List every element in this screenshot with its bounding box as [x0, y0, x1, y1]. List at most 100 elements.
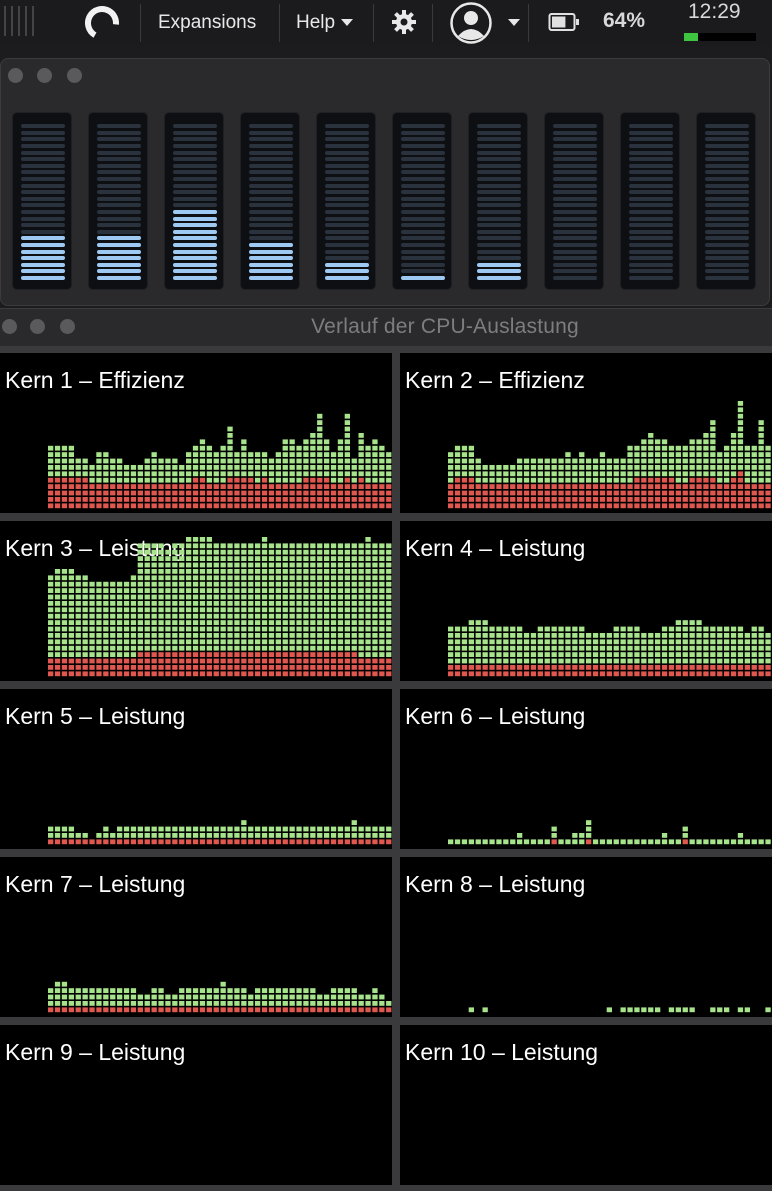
app-logo-icon[interactable]: [84, 5, 120, 41]
user-load-cell: [496, 477, 502, 483]
user-load-cell: [227, 445, 233, 451]
user-load-cell: [89, 477, 95, 483]
user-load-cell: [634, 839, 640, 845]
user-load-cell: [179, 575, 185, 581]
system-load-cell: [592, 671, 599, 677]
system-load-cell: [330, 658, 337, 664]
system-load-cell: [351, 503, 357, 509]
system-load-cell: [137, 490, 143, 496]
system-load-cell: [179, 839, 185, 845]
user-load-cell: [282, 549, 288, 555]
cpu-meter-core-5: [316, 112, 376, 290]
user-load-cell: [372, 601, 378, 606]
user-load-cell: [551, 471, 557, 477]
meter-segment: [629, 144, 673, 148]
user-load-cell: [655, 439, 661, 445]
system-load-cell: [530, 503, 537, 509]
user-load-cell: [386, 626, 392, 632]
user-load-cell: [737, 452, 744, 457]
system-load-cell: [324, 484, 330, 489]
user-load-cell: [730, 633, 737, 638]
close-button[interactable]: [2, 319, 17, 334]
user-load-cell: [165, 477, 171, 483]
user-load-cell: [206, 458, 212, 464]
system-load-cell: [641, 484, 647, 489]
meter-segment: [249, 236, 293, 241]
chevron-down-icon[interactable]: [508, 19, 520, 26]
user-load-cell: [703, 439, 709, 445]
user-load-cell: [275, 471, 281, 477]
user-load-cell: [206, 569, 212, 574]
minimize-button[interactable]: [37, 68, 52, 83]
user-load-cell: [255, 633, 261, 638]
meter-segment: [173, 196, 217, 201]
minimize-button[interactable]: [30, 319, 45, 334]
user-load-cell: [296, 1001, 302, 1006]
user-load-cell: [151, 633, 157, 638]
user-load-cell: [330, 477, 337, 483]
user-load-cell: [468, 658, 474, 664]
user-load-cell: [379, 556, 385, 561]
user-avatar-icon[interactable]: [449, 1, 493, 45]
meter-segment: [401, 276, 445, 280]
user-load-cell: [130, 645, 137, 651]
user-load-cell: [192, 594, 199, 600]
system-load-cell: [344, 503, 350, 509]
user-load-cell: [248, 645, 254, 651]
user-load-cell: [682, 658, 688, 664]
user-load-cell: [268, 549, 275, 555]
system-load-cell: [199, 490, 206, 496]
zoom-button[interactable]: [60, 319, 75, 334]
system-load-cell: [199, 658, 206, 664]
system-load-cell: [648, 497, 654, 502]
clock[interactable]: 12:29: [688, 0, 741, 23]
user-load-cell: [606, 639, 612, 645]
meter-segment: [553, 137, 597, 142]
meter-segment: [401, 157, 445, 162]
user-load-cell: [268, 562, 275, 568]
user-load-cell: [675, 645, 681, 651]
system-load-cell: [523, 497, 530, 502]
system-load-cell: [510, 671, 516, 677]
user-load-cell: [165, 569, 171, 574]
system-load-cell: [54, 1007, 61, 1013]
meter-segment: [97, 210, 141, 214]
system-load-cell: [130, 484, 137, 489]
user-load-cell: [372, 562, 378, 568]
user-load-cell: [634, 639, 640, 645]
user-load-cell: [192, 601, 199, 606]
user-load-cell: [82, 613, 88, 619]
user-load-cell: [454, 452, 461, 457]
zoom-button[interactable]: [67, 68, 82, 83]
user-load-cell: [110, 471, 116, 477]
user-load-cell: [386, 833, 392, 838]
user-load-cell: [551, 458, 557, 464]
system-load-cell: [730, 503, 737, 509]
user-load-cell: [668, 639, 675, 645]
help-menu[interactable]: Help: [296, 11, 354, 35]
user-load-cell: [365, 556, 371, 561]
system-load-cell: [248, 839, 254, 845]
user-load-cell: [296, 833, 302, 838]
user-load-cell: [310, 581, 316, 587]
user-load-cell: [172, 833, 178, 838]
user-load-cell: [372, 645, 378, 651]
expansions-menu[interactable]: Expansions: [158, 12, 257, 33]
user-load-cell: [517, 652, 523, 657]
system-load-cell: [710, 665, 716, 670]
user-load-cell: [592, 639, 599, 645]
user-load-cell: [296, 569, 302, 574]
user-load-cell: [110, 626, 116, 632]
system-load-cell: [144, 665, 150, 670]
user-load-cell: [206, 477, 212, 483]
user-load-cell: [241, 639, 247, 645]
user-load-cell: [241, 588, 247, 593]
meter-segment: [173, 177, 217, 181]
system-load-cell: [468, 503, 474, 509]
close-button[interactable]: [8, 68, 23, 83]
gear-icon[interactable]: [390, 8, 418, 36]
system-load-cell: [703, 490, 709, 496]
user-load-cell: [613, 645, 619, 651]
user-load-cell: [365, 537, 371, 542]
user-load-cell: [613, 633, 619, 638]
